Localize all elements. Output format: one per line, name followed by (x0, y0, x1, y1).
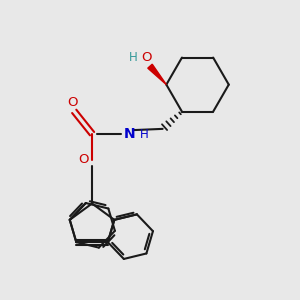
Polygon shape (148, 64, 166, 85)
Text: O: O (141, 51, 152, 64)
Text: O: O (78, 153, 88, 166)
Text: N: N (123, 127, 135, 141)
Text: H: H (140, 128, 148, 141)
Text: O: O (68, 96, 78, 109)
Text: H: H (129, 51, 138, 64)
